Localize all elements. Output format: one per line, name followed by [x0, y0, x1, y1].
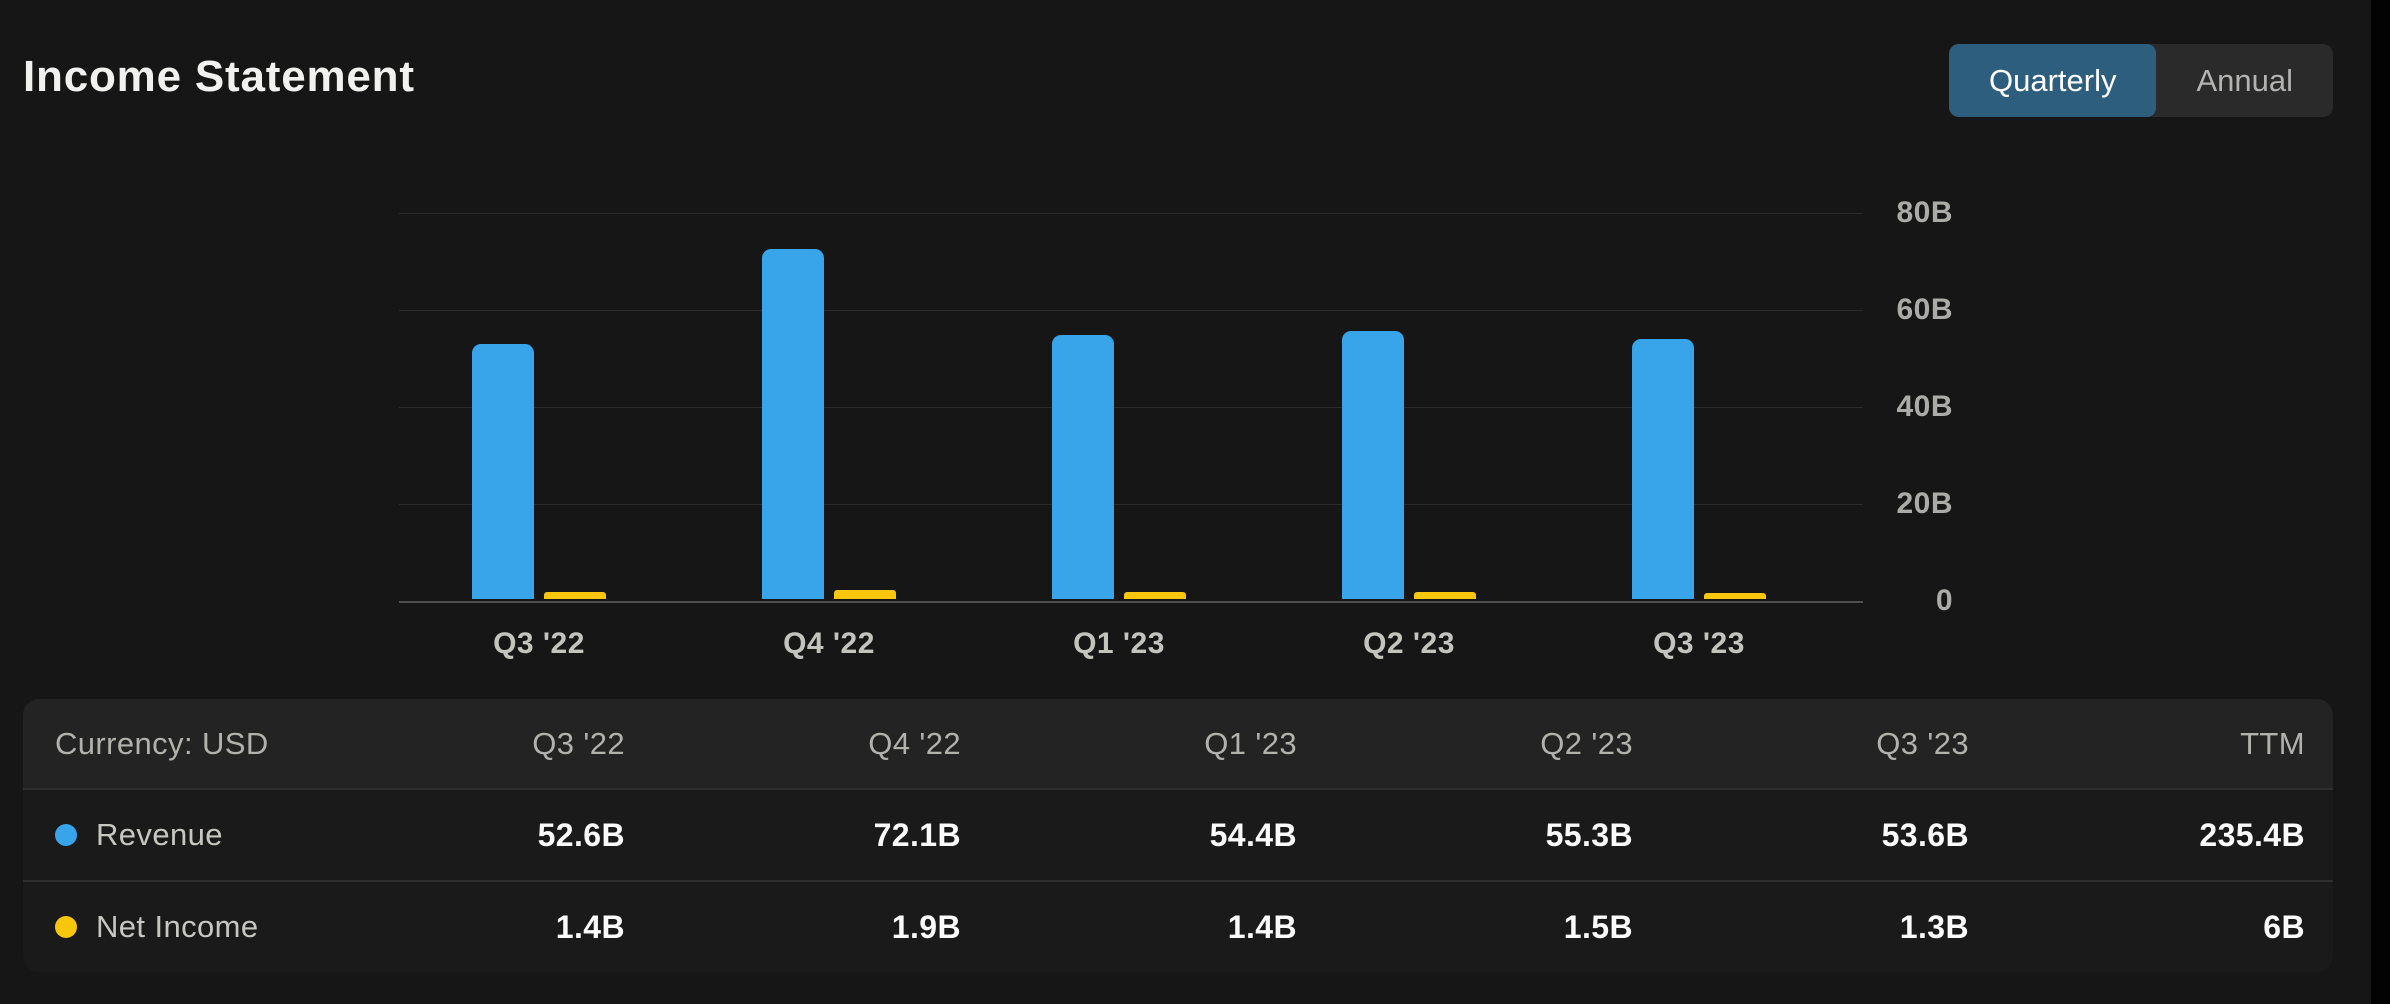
value-cell: 54.4B — [1209, 816, 1297, 853]
table-row: Net Income 1.4B 1.9B 1.4B 1.5B 1.3B 6B — [23, 880, 2333, 972]
revenue-bar — [762, 249, 824, 599]
income-table: Currency: USD Q3 '22 Q4 '22 Q1 '23 Q2 '2… — [23, 699, 2333, 972]
revenue-bar — [1052, 335, 1114, 599]
table-header-row: Currency: USD Q3 '22 Q4 '22 Q1 '23 Q2 '2… — [23, 699, 2333, 788]
y-tick-label: 40B — [1896, 390, 1953, 423]
x-tick-label: Q1 '23 — [1073, 627, 1165, 660]
gridline — [399, 213, 1863, 214]
x-tick-label: Q3 '23 — [1653, 627, 1745, 660]
value-cell: 1.3B — [1899, 908, 1969, 945]
net-income-bar — [1414, 592, 1476, 599]
series-label-cell: Net Income — [23, 909, 289, 945]
series-label: Revenue — [96, 817, 223, 852]
x-tick-label: Q4 '22 — [783, 627, 875, 660]
column-header: Q1 '23 — [1204, 725, 1297, 761]
y-tick-label: 80B — [1896, 196, 1953, 229]
column-header: Q3 '22 — [532, 725, 625, 761]
value-cell: 53.6B — [1881, 816, 1969, 853]
revenue-bar — [472, 344, 534, 599]
currency-header-cell: Currency: USD — [55, 725, 269, 761]
legend-dot-icon — [55, 916, 77, 938]
legend-dot-icon — [55, 824, 77, 846]
value-cell: 1.4B — [1227, 908, 1297, 945]
table-row: Revenue 52.6B 72.1B 54.4B 55.3B 53.6B 235.4B — [23, 788, 2333, 880]
value-cell: 72.1B — [873, 816, 961, 853]
value-cell: 235.4B — [2199, 816, 2305, 853]
net-income-bar — [544, 592, 606, 599]
column-header: Q3 '23 — [1876, 725, 1969, 761]
x-axis-baseline — [399, 601, 1863, 603]
revenue-bar — [1632, 339, 1694, 599]
net-income-bar — [1704, 593, 1766, 599]
value-cell: 1.4B — [555, 908, 625, 945]
value-cell: 1.5B — [1563, 908, 1633, 945]
toggle-option-quarterly[interactable]: Quarterly — [1948, 44, 2157, 117]
x-tick-label: Q2 '23 — [1363, 627, 1455, 660]
bar-chart-plot-area: Q3 '22 Q4 '22 Q1 '23 Q2 '23 Q3 '23 — [399, 213, 1863, 660]
table-body: Revenue 52.6B 72.1B 54.4B 55.3B 53.6B 235.4B Ne… — [23, 788, 2333, 972]
gridline — [399, 504, 1863, 505]
value-cell: 1.9B — [891, 908, 961, 945]
window-edge — [2371, 0, 2390, 1004]
y-tick-label: 0 — [1935, 584, 1953, 617]
column-header-ttm: TTM — [2240, 725, 2305, 761]
series-label-cell: Revenue — [23, 817, 289, 853]
value-cell: 55.3B — [1545, 816, 1633, 853]
net-income-bar — [834, 590, 896, 599]
net-income-bar — [1124, 592, 1186, 599]
value-cell: 6B — [2263, 908, 2305, 945]
revenue-bar — [1342, 331, 1404, 599]
column-header: Q2 '23 — [1540, 725, 1633, 761]
x-tick-label: Q3 '22 — [493, 627, 585, 660]
y-tick-label: 20B — [1896, 487, 1953, 520]
series-label: Net Income — [96, 909, 259, 944]
page-title: Income Statement — [23, 52, 415, 101]
value-cell: 52.6B — [537, 816, 625, 853]
period-toggle: Quarterly Annual — [1948, 44, 2333, 117]
gridline — [399, 310, 1863, 311]
y-tick-label: 60B — [1896, 293, 1953, 326]
column-header: Q4 '22 — [868, 725, 961, 761]
toggle-option-annual[interactable]: Annual — [2156, 44, 2333, 117]
gridline — [399, 407, 1863, 408]
